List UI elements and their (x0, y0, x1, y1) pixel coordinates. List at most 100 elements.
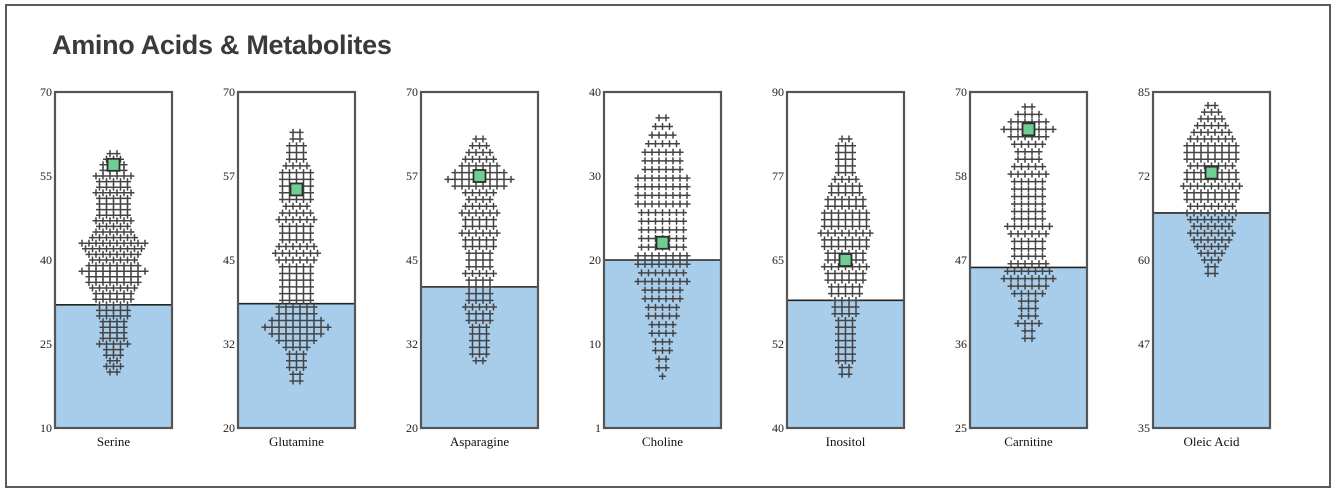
data-point (1035, 275, 1043, 283)
data-point (106, 250, 114, 258)
chart-panel: 20 32 45 57 70 Asparagine (406, 85, 540, 449)
data-point (1183, 155, 1191, 163)
data-point (662, 191, 670, 199)
data-point (655, 114, 663, 122)
data-point (268, 330, 276, 338)
data-point (852, 202, 860, 210)
data-point (856, 209, 863, 217)
data-point (1180, 182, 1187, 190)
data-point (317, 323, 325, 331)
data-point (1007, 118, 1015, 126)
data-point (1028, 334, 1036, 342)
data-point (469, 222, 476, 230)
data-point (1018, 193, 1025, 201)
data-point (849, 323, 856, 331)
data-point (1018, 185, 1025, 193)
data-point (317, 316, 325, 324)
data-point (669, 278, 677, 286)
data-point (1025, 312, 1032, 320)
data-point (1014, 260, 1022, 268)
data-point (1222, 229, 1229, 237)
data-point (1211, 236, 1219, 244)
data-point (314, 249, 321, 257)
data-point (1039, 163, 1046, 171)
data-point (286, 269, 293, 277)
data-point (300, 229, 307, 237)
data-point (856, 243, 863, 251)
y-tick-label: 45 (223, 253, 235, 267)
data-point (275, 243, 283, 251)
data-point (286, 357, 293, 365)
data-point (641, 252, 649, 260)
data-point (1018, 297, 1025, 305)
data-point (279, 296, 286, 304)
data-point (859, 249, 867, 257)
data-point (99, 334, 107, 342)
data-point (1014, 125, 1022, 133)
y-tick-label: 30 (589, 169, 601, 183)
data-point (127, 172, 135, 180)
data-point (655, 260, 663, 268)
data-point (655, 286, 663, 294)
data-point (1042, 282, 1050, 290)
data-point (648, 260, 656, 268)
y-tick-label: 45 (406, 253, 418, 267)
data-point (831, 296, 839, 304)
data-point (659, 346, 666, 354)
data-point (479, 182, 487, 190)
data-point (1211, 269, 1219, 277)
data-point (835, 209, 842, 217)
data-point (117, 211, 124, 219)
data-point (279, 229, 286, 237)
data-point (1014, 170, 1022, 178)
data-point (838, 370, 846, 378)
highlight-marker (106, 157, 121, 172)
data-point (289, 377, 297, 385)
data-point (638, 217, 645, 225)
data-point (676, 148, 684, 156)
data-point (842, 243, 849, 251)
data-point (1208, 243, 1215, 251)
data-point (296, 162, 304, 170)
data-point (307, 229, 314, 237)
data-point (483, 350, 490, 358)
data-point (300, 169, 307, 177)
data-point (1194, 243, 1201, 251)
data-point (479, 162, 487, 170)
data-point (655, 191, 663, 199)
data-point (103, 222, 110, 230)
data-point (655, 174, 663, 182)
data-point (1204, 263, 1212, 271)
data-point (96, 256, 103, 264)
data-point (1215, 256, 1222, 264)
data-point (838, 175, 846, 183)
data-point (124, 183, 131, 191)
data-point (279, 169, 286, 177)
data-point (282, 310, 290, 318)
data-point (849, 182, 856, 190)
data-point (458, 229, 466, 237)
data-point (289, 323, 297, 331)
data-point (465, 316, 473, 324)
data-point (1039, 222, 1046, 230)
data-point (103, 362, 110, 370)
data-point (300, 148, 307, 156)
data-point (307, 269, 314, 277)
data-point (1222, 182, 1229, 190)
data-point (479, 263, 487, 271)
data-point (134, 239, 142, 247)
y-tick-label: 20 (406, 421, 418, 435)
data-point (849, 330, 856, 338)
data-point (1021, 170, 1029, 178)
data-point (645, 209, 652, 217)
data-point (293, 263, 300, 271)
data-point (659, 338, 666, 346)
data-point (483, 236, 490, 244)
data-point (1225, 128, 1233, 136)
y-tick-label: 40 (40, 253, 52, 267)
data-point (469, 343, 476, 351)
data-point (1197, 128, 1205, 136)
data-point (655, 183, 663, 191)
data-point (462, 243, 469, 251)
data-point (300, 296, 307, 304)
